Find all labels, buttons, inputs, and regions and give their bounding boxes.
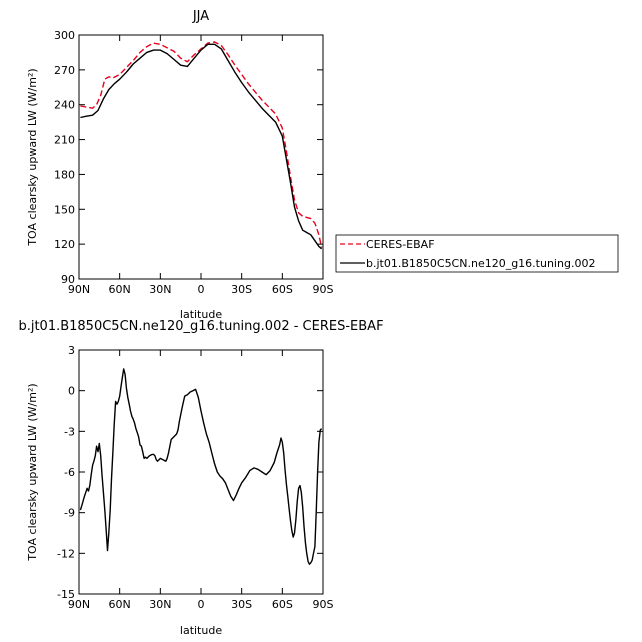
bottom-panel: b.jt01.B1850C5CN.ne120_g16.tuning.002 - … — [18, 319, 383, 637]
x-tick-label: 30S — [231, 283, 252, 296]
y-tick-label: -6 — [64, 466, 75, 479]
y-tick-label: 150 — [54, 203, 75, 216]
bottom-panel-title: b.jt01.B1850C5CN.ne120_g16.tuning.002 - … — [18, 319, 383, 334]
top-panel-series-lines — [80, 41, 323, 250]
y-tick-label: -3 — [64, 425, 75, 438]
y-tick-label: 0 — [68, 385, 75, 398]
y-tick-label: 180 — [54, 168, 75, 181]
legend-label-ceres: CERES-EBAF — [366, 238, 435, 251]
series-line-model — [80, 43, 323, 250]
bottom-panel-x-axis-label: latitude — [180, 624, 222, 637]
x-tick-label: 90S — [313, 598, 334, 611]
x-tick-label: 30N — [149, 283, 171, 296]
bottom-panel-y-axis-label: TOA clearsky upward LW (W/m²) — [26, 383, 39, 561]
x-tick-label: 30N — [149, 598, 171, 611]
x-tick-label: 90N — [68, 283, 90, 296]
top-panel-y-ticks: 90 120 150 180 210 240 270 300 — [54, 29, 323, 286]
x-tick-label: 60N — [109, 598, 131, 611]
x-tick-label: 0 — [198, 283, 205, 296]
y-tick-label: 120 — [54, 238, 75, 251]
x-tick-label: 90N — [68, 598, 90, 611]
top-panel: JJA 90N 60N 30N 0 30S 60S 90S 90 120 150 180 210 24… — [26, 9, 334, 321]
y-tick-label: -9 — [64, 507, 75, 520]
bottom-panel-frame — [78, 349, 324, 595]
x-tick-label: 60N — [109, 283, 131, 296]
y-tick-label: 300 — [54, 29, 75, 42]
bottom-panel-x-ticks: 90N 60N 30N 0 30S 60S 90S — [68, 350, 334, 611]
series-line-difference — [79, 368, 323, 565]
legend-label-model: b.jt01.B1850C5CN.ne120_g16.tuning.002 — [366, 257, 595, 270]
x-tick-label: 0 — [198, 598, 205, 611]
y-tick-label: -15 — [57, 588, 75, 601]
y-tick-label: 90 — [61, 273, 75, 286]
x-tick-label: 90S — [313, 283, 334, 296]
bottom-panel-y-ticks: -15 -12 -9 -6 -3 0 3 — [57, 344, 323, 601]
x-tick-label: 60S — [272, 598, 293, 611]
bottom-panel-series-lines — [79, 368, 323, 565]
y-tick-label: -12 — [57, 547, 75, 560]
legend: CERES-EBAF b.jt01.B1850C5CN.ne120_g16.tu… — [335, 234, 619, 273]
top-panel-y-axis-label: TOA clearsky upward LW (W/m²) — [26, 68, 39, 246]
y-tick-label: 210 — [54, 134, 75, 147]
x-tick-label: 60S — [272, 283, 293, 296]
y-tick-label: 3 — [68, 344, 75, 357]
y-tick-label: 270 — [54, 64, 75, 77]
x-tick-label: 30S — [231, 598, 252, 611]
legend-box — [335, 234, 619, 273]
top-panel-x-ticks: 90N 60N 30N 0 30S 60S 90S — [68, 35, 334, 296]
top-panel-x-axis-label: latitude — [180, 308, 222, 321]
y-tick-label: 240 — [54, 99, 75, 112]
series-line-ceres-ebaf — [80, 41, 323, 248]
top-panel-title: JJA — [192, 9, 209, 24]
